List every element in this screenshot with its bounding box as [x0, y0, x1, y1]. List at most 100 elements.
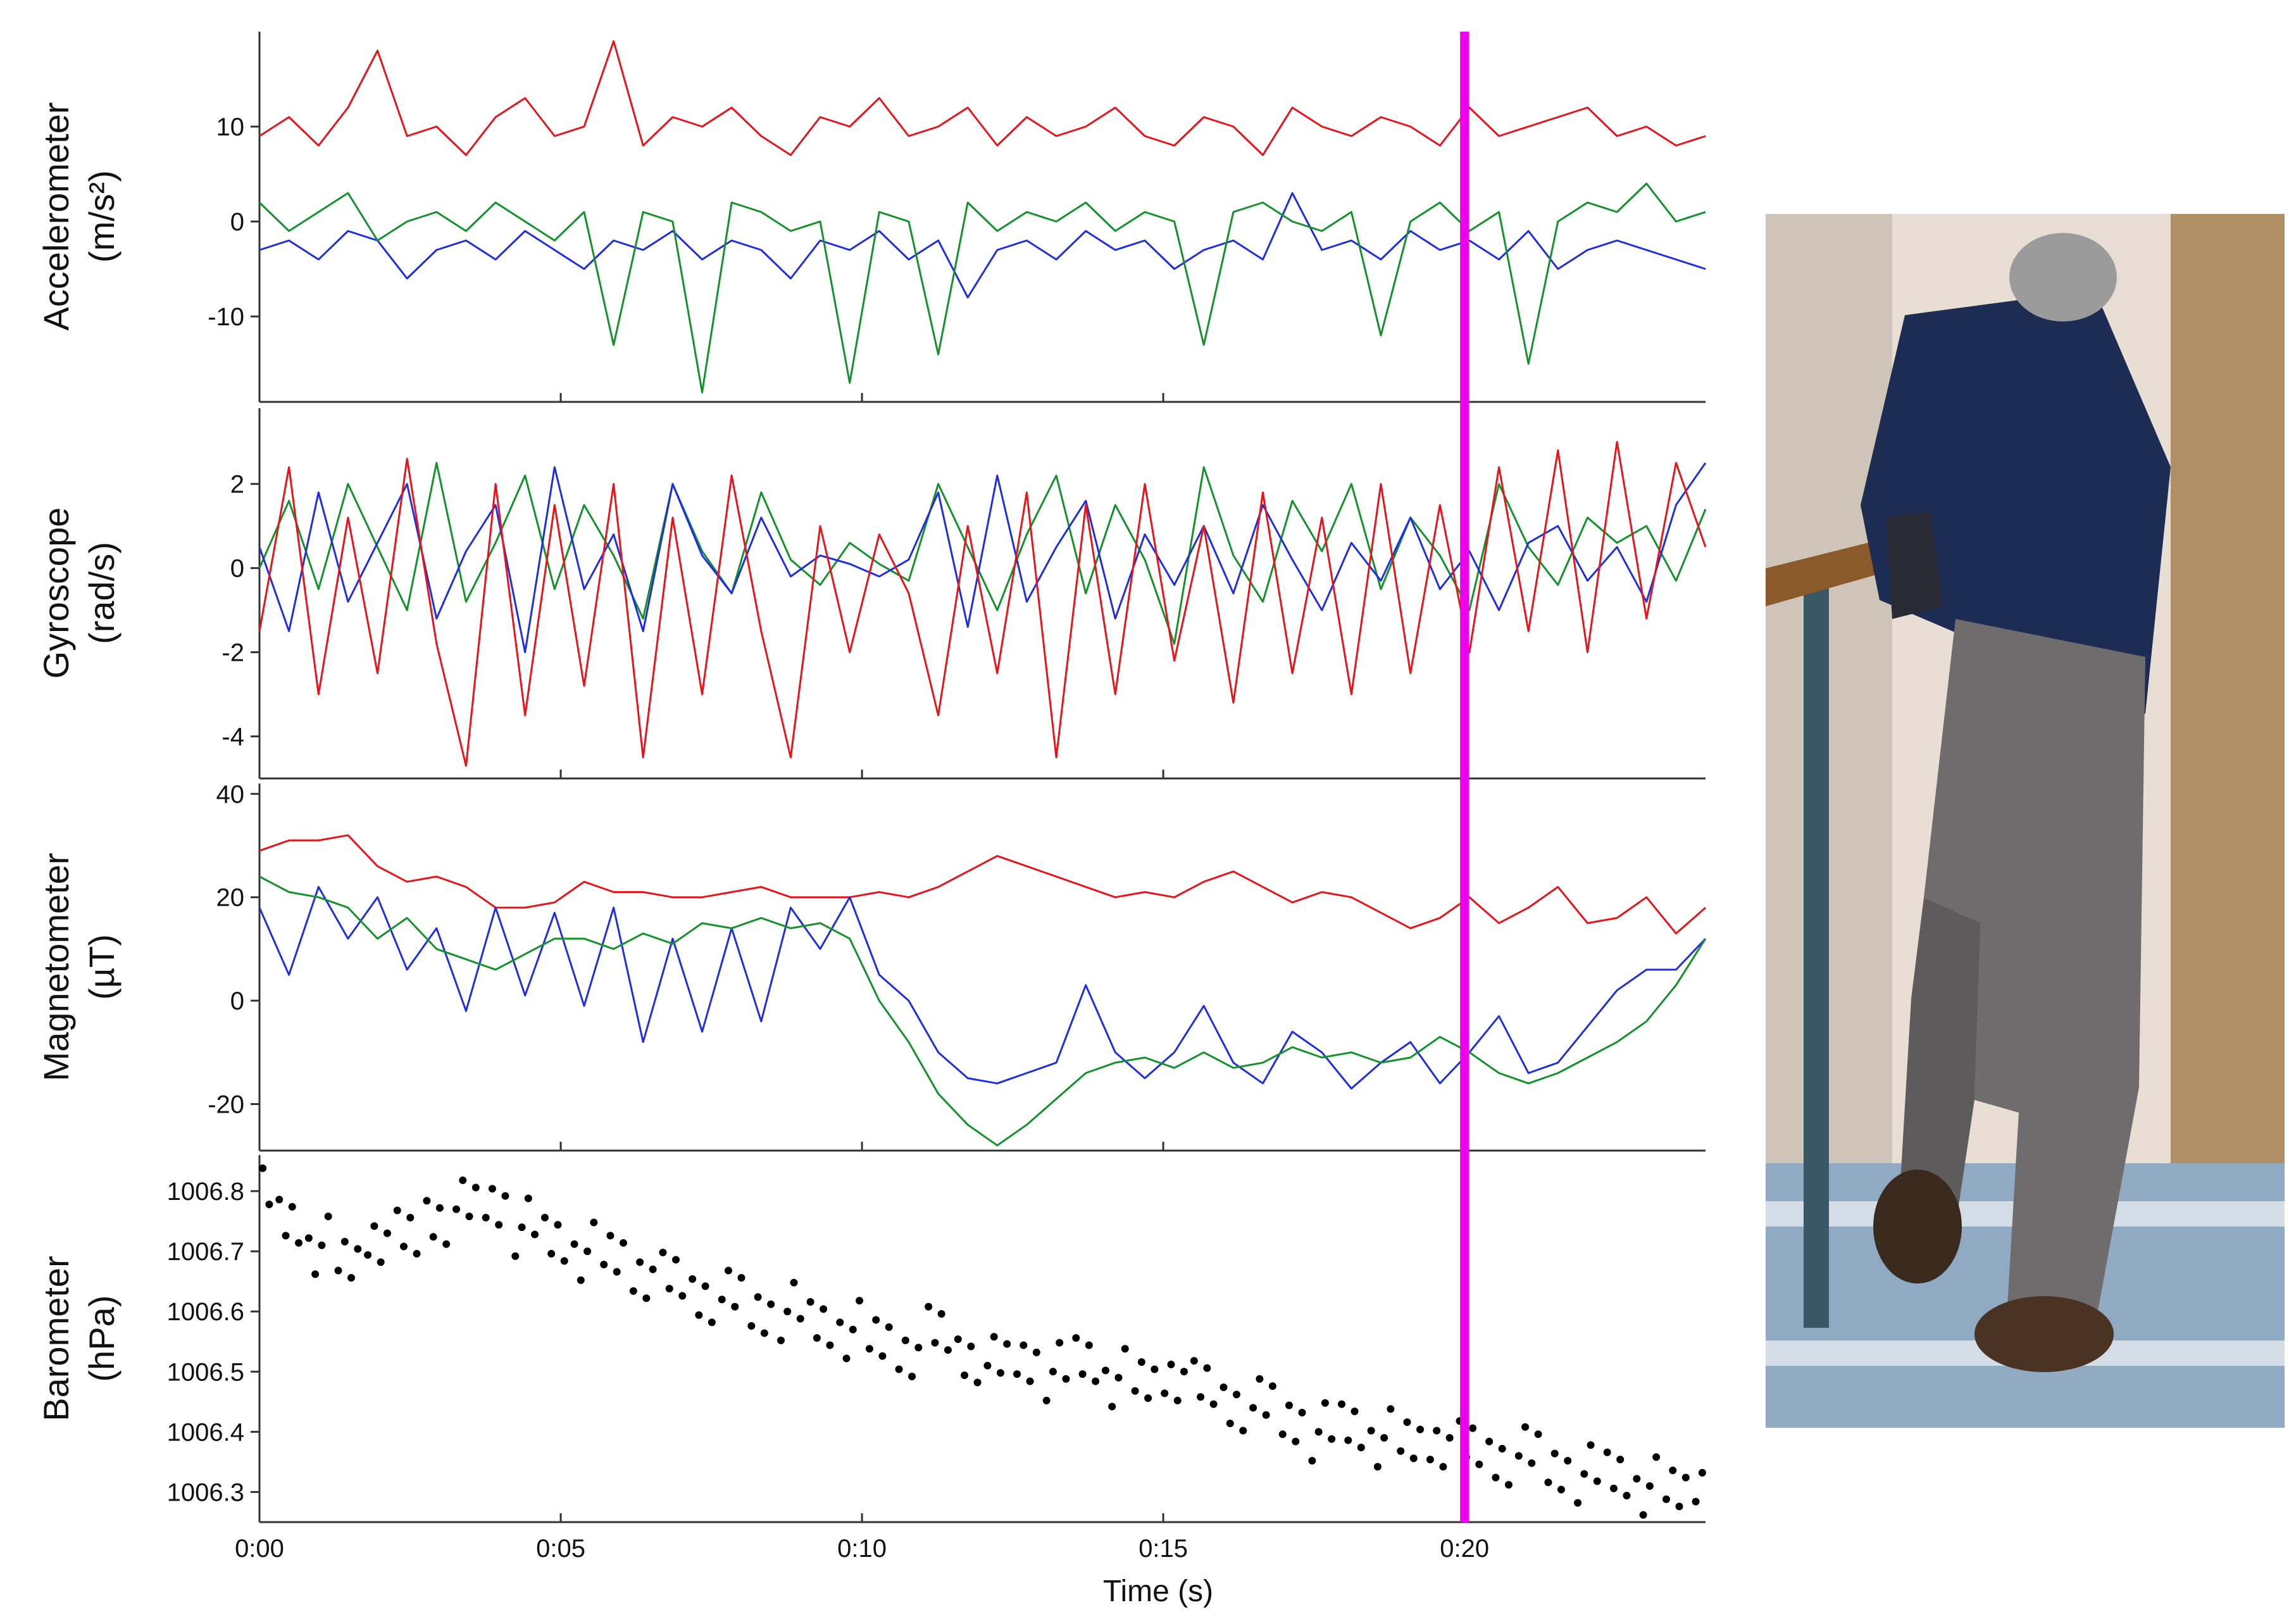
- magnetometer-series: [258, 834, 1707, 1147]
- accelerometer-y-tick-label: 10: [216, 113, 245, 141]
- barometer-point: [1485, 1437, 1494, 1446]
- x-tick-label: 0:15: [1138, 1535, 1188, 1563]
- barometer-point: [370, 1222, 378, 1230]
- barometer-point: [1209, 1400, 1218, 1408]
- barometer-point: [488, 1185, 496, 1193]
- barometer-point: [678, 1292, 687, 1300]
- x-tick-label: 0:00: [235, 1535, 284, 1563]
- sensor-chart: Accelerometer (m/s²) 10 0 -10 Gyroscope (r…: [36, 32, 1707, 1608]
- barometer-point: [1403, 1418, 1411, 1427]
- barometer-point: [1498, 1445, 1506, 1452]
- barometer-point: [1623, 1492, 1631, 1500]
- barometer-point: [1492, 1473, 1500, 1482]
- barometer-point: [334, 1266, 342, 1275]
- barometer-point: [265, 1200, 273, 1208]
- barometer-point: [1681, 1473, 1690, 1482]
- barometer-point: [1108, 1402, 1116, 1411]
- barometer-panel: Barometer (hPa) 1006.8 1006.7 1006.6 1006.5…: [36, 1155, 1706, 1523]
- barometer-point: [754, 1293, 762, 1301]
- barometer-point: [836, 1318, 844, 1327]
- accelerometer-unit-label: (m/s²): [82, 170, 122, 263]
- barometer-point: [790, 1278, 798, 1287]
- photo-person-head: [2009, 233, 2117, 322]
- barometer-point: [796, 1315, 804, 1323]
- barometer-point: [760, 1329, 768, 1337]
- barometer-point: [1278, 1430, 1287, 1439]
- barometer-point: [1049, 1368, 1057, 1376]
- barometer-point: [471, 1184, 480, 1192]
- barometer-point: [1544, 1478, 1552, 1487]
- barometer-point: [747, 1322, 756, 1330]
- barometer-point: [347, 1273, 356, 1282]
- barometer-point: [459, 1176, 467, 1184]
- gyroscope-y-ticks: 2 0 -2 -4: [221, 471, 1466, 778]
- gyroscope-ylabel: Gyroscope: [36, 508, 76, 679]
- barometer-point: [671, 1256, 680, 1264]
- barometer-point: [649, 1265, 657, 1273]
- barometer-point: [1328, 1435, 1336, 1443]
- barometer-point: [1167, 1360, 1175, 1368]
- barometer-point: [613, 1268, 621, 1276]
- barometer-y-tick-label: 1006.8: [167, 1178, 244, 1206]
- barometer-point: [1616, 1456, 1625, 1464]
- barometer-point: [583, 1247, 592, 1256]
- barometer-point: [413, 1249, 421, 1258]
- barometer-point: [1550, 1449, 1559, 1458]
- barometer-point: [878, 1352, 887, 1360]
- photo-person-right-shoe: [1974, 1296, 2114, 1372]
- magnetometer-ylabel: Magnetometer: [36, 853, 76, 1081]
- barometer-point: [1350, 1408, 1359, 1416]
- barometer-point: [1587, 1441, 1595, 1449]
- barometer-point: [961, 1371, 969, 1379]
- barometer-point: [849, 1325, 857, 1334]
- barometer-point: [1580, 1470, 1588, 1478]
- barometer-point: [1226, 1420, 1234, 1428]
- barometer-y-tick-label: 1006.4: [167, 1418, 244, 1446]
- magnetometer-y-tick-label: 0: [230, 987, 244, 1015]
- barometer-point: [967, 1342, 975, 1351]
- barometer-point: [442, 1240, 451, 1248]
- barometer-point: [724, 1266, 732, 1275]
- barometer-point: [708, 1318, 716, 1327]
- magnetometer-panel: Magnetometer (µT) 40 20 0 -20: [36, 780, 1707, 1152]
- barometer-point: [737, 1273, 745, 1282]
- barometer-point: [1032, 1348, 1040, 1356]
- barometer-point: [813, 1334, 821, 1342]
- barometer-point: [1190, 1357, 1198, 1365]
- barometer-point: [1249, 1404, 1257, 1412]
- barometer-point: [1564, 1457, 1572, 1465]
- barometer-point: [1131, 1387, 1139, 1395]
- barometer-point: [1698, 1469, 1706, 1477]
- barometer-point: [1003, 1340, 1011, 1348]
- barometer-point: [914, 1344, 923, 1352]
- accelerometer-series-line-1: [259, 192, 1706, 299]
- barometer-point: [1409, 1454, 1418, 1463]
- accelerometer-series-line-0: [259, 40, 1706, 156]
- barometer-point: [990, 1333, 998, 1341]
- barometer-point: [465, 1212, 473, 1220]
- barometer-point: [1262, 1411, 1270, 1419]
- barometer-point: [1137, 1358, 1145, 1366]
- barometer-point: [983, 1361, 992, 1370]
- barometer-point: [1321, 1399, 1329, 1407]
- gyroscope-unit-label: (rad/s): [82, 542, 122, 644]
- barometer-point: [1652, 1453, 1661, 1461]
- barometer-point: [1639, 1511, 1647, 1519]
- barometer-point: [1633, 1475, 1641, 1483]
- barometer-point: [1338, 1400, 1346, 1408]
- barometer-point: [1439, 1463, 1447, 1471]
- barometer-point: [1092, 1377, 1100, 1385]
- barometer-point: [1013, 1370, 1021, 1378]
- barometer-point: [1593, 1477, 1601, 1485]
- barometer-point: [826, 1341, 834, 1349]
- barometer-point: [1114, 1373, 1123, 1382]
- barometer-point: [1219, 1384, 1228, 1392]
- barometer-point: [1239, 1427, 1247, 1435]
- barometer-point: [1504, 1481, 1512, 1489]
- barometer-point: [275, 1196, 284, 1204]
- magnetometer-y-tick-label: 40: [216, 780, 245, 808]
- barometer-ylabel: Barometer: [36, 1256, 76, 1421]
- barometer-point: [937, 1310, 945, 1318]
- barometer-point: [1514, 1452, 1523, 1460]
- barometer-y-tick-label: 1006.3: [167, 1478, 244, 1506]
